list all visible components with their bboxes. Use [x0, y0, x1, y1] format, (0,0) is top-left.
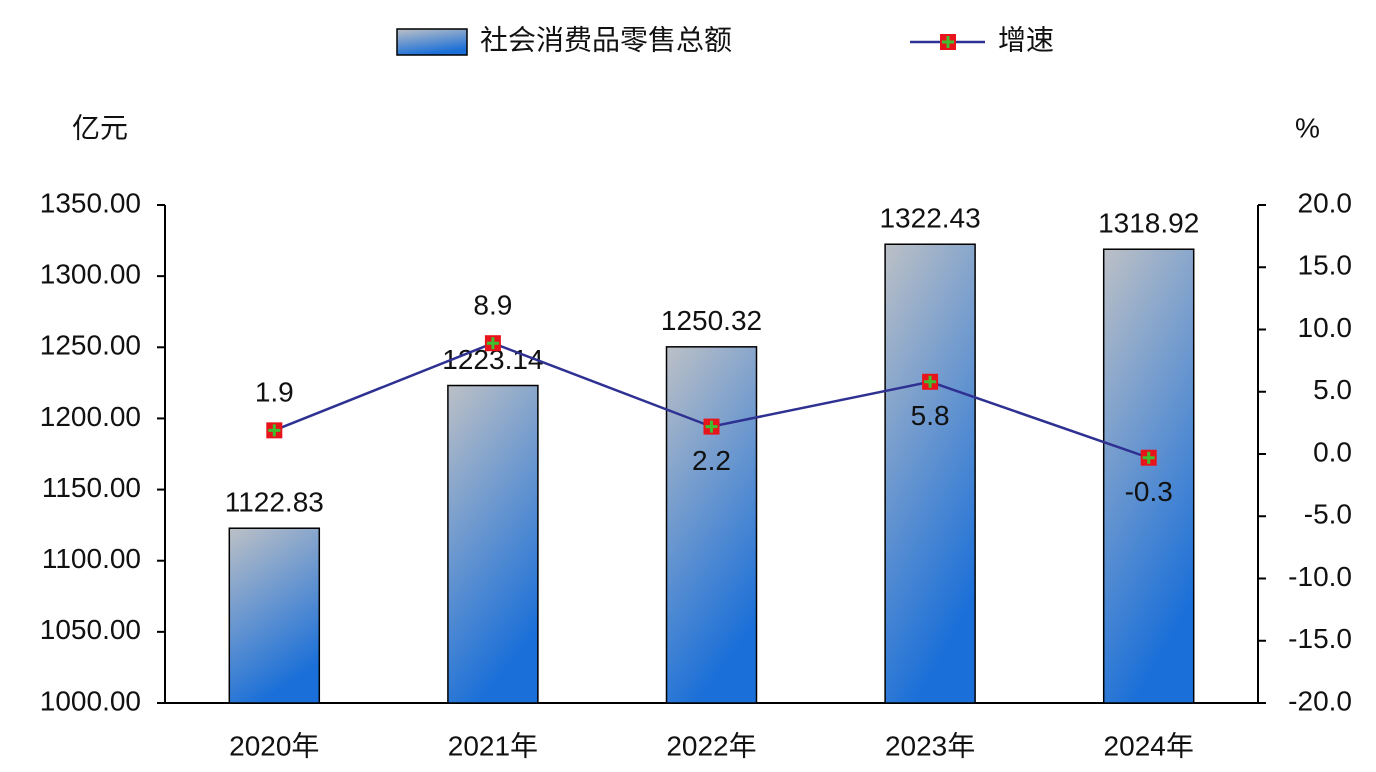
x-tick-label: 2024年: [1104, 730, 1194, 761]
y-tick-label: 1250.00: [40, 330, 141, 361]
y2-tick-label: -20.0: [1288, 685, 1352, 716]
y-tick-label: 1050.00: [40, 614, 141, 645]
y2-tick-label: -10.0: [1288, 561, 1352, 592]
y2-tick-label: 5.0: [1313, 374, 1352, 405]
y2-tick-label: 0.0: [1313, 436, 1352, 467]
line-value-label: 8.9: [473, 290, 512, 321]
bar-value-label: 1318.92: [1098, 208, 1199, 239]
line-value-label: 2.2: [692, 445, 731, 476]
bar-value-label: 1122.83: [225, 487, 324, 518]
bar: [665, 346, 758, 704]
line-value-label: -0.3: [1125, 476, 1173, 507]
x-tick-label: 2022年: [666, 730, 756, 761]
bar: [1102, 248, 1195, 704]
y2-axis-label: %: [1295, 112, 1320, 143]
x-tick-label: 2021年: [448, 730, 538, 761]
marker-cross: [705, 420, 718, 433]
line-value-label: 5.8: [911, 400, 950, 431]
legend-label: 社会消费品零售总额: [480, 24, 732, 55]
y2-tick-label: 15.0: [1298, 250, 1353, 281]
bar: [447, 384, 539, 704]
marker-cross: [924, 375, 937, 388]
y2-tick-label: 20.0: [1298, 187, 1353, 218]
y-tick-label: 1000.00: [40, 685, 141, 716]
y-tick-label: 1350.00: [40, 187, 141, 218]
marker-cross: [268, 424, 281, 437]
bar: [228, 527, 321, 704]
y2-tick-label: -5.0: [1304, 499, 1352, 530]
marker-cross: [486, 337, 499, 350]
y-axis-label: 亿元: [72, 112, 128, 143]
bar: [884, 243, 976, 704]
bar-value-label: 1250.32: [661, 305, 762, 336]
y-tick-label: 1200.00: [40, 401, 141, 432]
legend-label: 增速: [998, 24, 1054, 55]
y2-tick-label: 10.0: [1298, 312, 1353, 343]
y-tick-label: 1150.00: [42, 472, 141, 503]
legend-marker-cross: [942, 36, 954, 48]
line-value-label: 1.9: [255, 377, 294, 408]
y-tick-label: 1300.00: [40, 259, 141, 290]
x-tick-label: 2023年: [885, 730, 975, 761]
y-tick-label: 1100.00: [42, 543, 141, 574]
x-tick-label: 2020年: [229, 730, 319, 761]
marker-cross: [1142, 451, 1155, 464]
y2-tick-label: -15.0: [1288, 623, 1352, 654]
legend-swatch: [396, 28, 468, 56]
bar-value-label: 1322.43: [879, 203, 980, 234]
